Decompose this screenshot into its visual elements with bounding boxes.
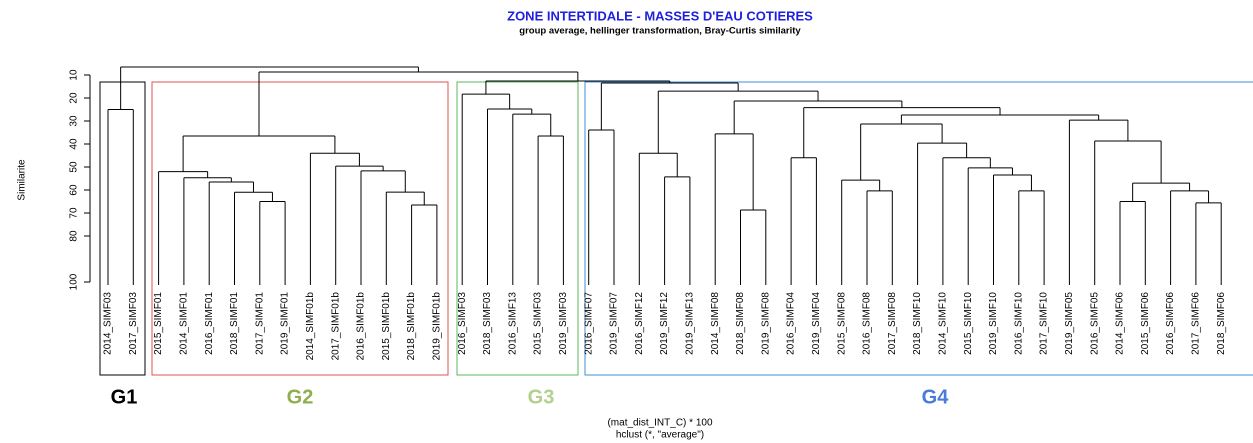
leaf-label: 2014_SIMF01b: [305, 292, 316, 361]
leaf-label: 2018_SIMF03: [482, 292, 493, 355]
leaf-label: 2019_SIMF10: [988, 292, 999, 355]
y-tick-label: 70: [69, 207, 80, 219]
leaf-label: 2019_SIMF13: [685, 292, 696, 355]
leaf-label: 2019_SIMF01: [280, 292, 291, 355]
leaf-label: 2014_SIMF10: [938, 292, 949, 355]
group-label: G4: [922, 386, 950, 408]
leaf-label: 2016_SIMF07: [583, 292, 594, 355]
y-tick-label: 100: [69, 273, 80, 290]
group-label: G3: [528, 386, 555, 408]
leaf-label: 2019_SIMF07: [609, 292, 620, 355]
group-box: [151, 81, 449, 376]
leaf-label: 2016_SIMF06: [1165, 292, 1176, 355]
leaf-label: 2017_SIMF03: [128, 292, 139, 355]
chart-subtitle: group average, hellinger transformation,…: [519, 26, 801, 37]
group-label: G1: [111, 386, 138, 408]
leaf-label: 2016_SIMF12: [634, 292, 645, 355]
leaf-label: 2014_SIMF06: [1115, 292, 1126, 355]
leaf-label: 2018_SIMF01: [229, 292, 240, 355]
y-tick-label: 20: [69, 92, 80, 104]
group-box: [584, 81, 1253, 376]
leaf-label: 2014_SIMF03: [103, 292, 114, 355]
leaf-label: 2016_SIMF03: [457, 292, 468, 355]
y-tick-label: 30: [69, 115, 80, 127]
leaf-label: 2014_SIMF01: [179, 292, 190, 355]
group-label: G2: [287, 386, 314, 408]
y-tick-label: 60: [69, 184, 80, 196]
y-tick-label: 10: [69, 69, 80, 81]
chart-title: ZONE INTERTIDALE - MASSES D'EAU COTIERES: [507, 8, 813, 23]
leaf-label: 2017_SIMF08: [887, 292, 898, 355]
leaf-label: 2016_SIMF01b: [356, 292, 367, 361]
leaf-label: 2017_SIMF01: [254, 292, 265, 355]
leaf-label: 2016_SIMF08: [862, 292, 873, 355]
leaf-label: 2016_SIMF05: [1089, 292, 1100, 355]
leaf-label: 2018_SIMF08: [735, 292, 746, 355]
leaf-label: 2019_SIMF03: [558, 292, 569, 355]
y-axis-label: Similarite: [17, 159, 28, 201]
leaf-label: 2015_SIMF03: [533, 292, 544, 355]
leaf-label: 2016_SIMF04: [786, 292, 797, 355]
x-axis-sublabel: hclust (*, "average"): [616, 430, 704, 441]
leaf-label: 2019_SIMF12: [659, 292, 670, 355]
y-tick-label: 80: [69, 230, 80, 242]
leaf-label: 2019_SIMF08: [760, 292, 771, 355]
leaf-label: 2016_SIMF01: [204, 292, 215, 355]
leaf-label: 2018_SIMF01b: [406, 292, 417, 361]
leaf-label: 2019_SIMF04: [811, 292, 822, 355]
leaf-label: 2016_SIMF13: [507, 292, 518, 355]
leaf-label: 2015_SIMF06: [1140, 292, 1151, 355]
leaf-label: 2015_SIMF01: [153, 292, 164, 355]
leaf-label: 2019_SIMF01b: [432, 292, 443, 361]
leaf-label: 2017_SIMF06: [1191, 292, 1202, 355]
x-axis-label: (mat_dist_INT_C) * 100: [607, 418, 712, 429]
leaf-label: 2014_SIMF08: [710, 292, 721, 355]
leaf-label: 2019_SIMF05: [1064, 292, 1075, 355]
leaf-label: 2018_SIMF06: [1216, 292, 1227, 355]
leaf-label: 2016_SIMF10: [1013, 292, 1024, 355]
y-tick-label: 40: [69, 138, 80, 150]
y-tick-label: 50: [69, 161, 80, 173]
leaf-label: 2017_SIMF10: [1039, 292, 1050, 355]
leaf-label: 2015_SIMF10: [963, 292, 974, 355]
group-box: [99, 81, 146, 376]
group-box: [456, 81, 579, 376]
leaf-label: 2017_SIMF01b: [330, 292, 341, 361]
leaf-label: 2015_SIMF01b: [381, 292, 392, 361]
leaf-label: 2018_SIMF10: [912, 292, 923, 355]
leaf-label: 2015_SIMF08: [836, 292, 847, 355]
